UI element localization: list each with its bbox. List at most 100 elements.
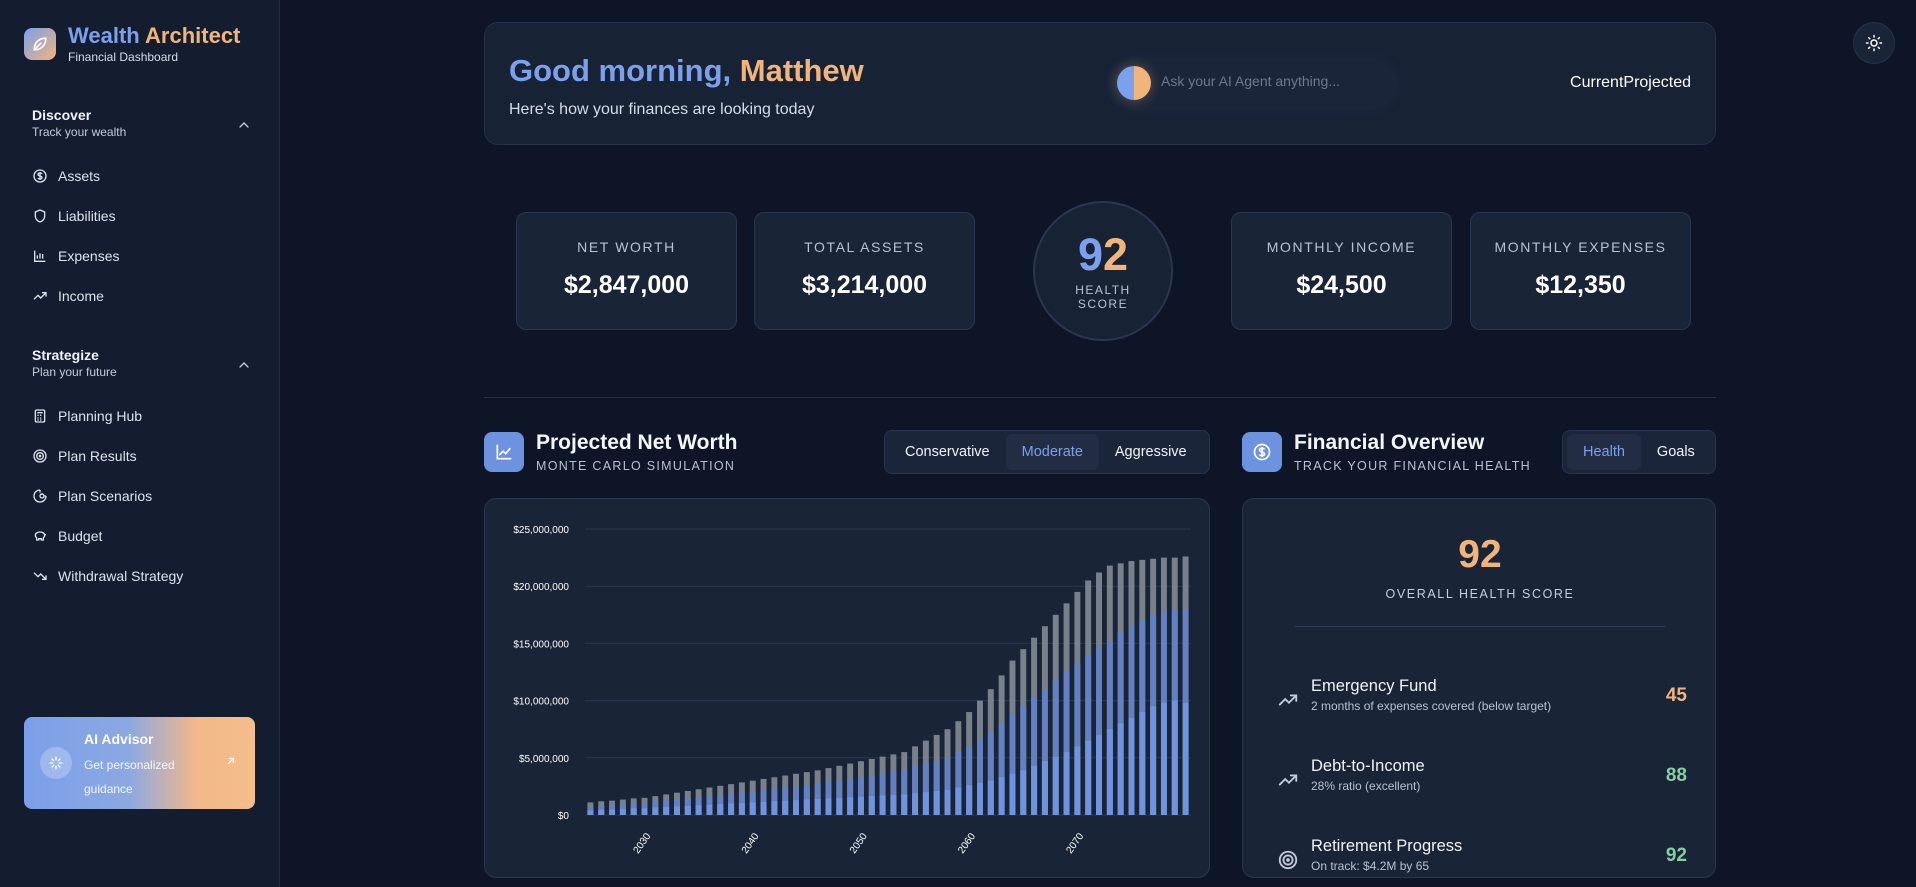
trend-down-icon bbox=[33, 572, 47, 580]
metric-retirement-progress[interactable]: Retirement Progress On track: $4.2M by 6… bbox=[1277, 837, 1687, 887]
sidebar-item-withdrawal-strategy[interactable]: Withdrawal Strategy bbox=[32, 561, 252, 591]
y-tick-label: $15,000,000 bbox=[513, 639, 569, 650]
arrow-up-right-icon[interactable] bbox=[225, 755, 237, 767]
bar-base bbox=[738, 802, 745, 815]
scenario-conservative-button[interactable]: Conservative bbox=[905, 444, 990, 460]
metric-debt-to-income[interactable]: Debt-to-Income 28% ratio (excellent) 88 bbox=[1277, 757, 1687, 807]
bar-median bbox=[868, 775, 875, 815]
bar-median bbox=[1074, 663, 1081, 815]
view-mode-toggle[interactable]: Current Projected bbox=[1570, 74, 1691, 92]
chevron-up-icon[interactable] bbox=[236, 357, 252, 373]
view-projected-option[interactable]: Projected bbox=[1623, 74, 1691, 91]
bar-base bbox=[771, 801, 778, 815]
bar-base bbox=[1063, 752, 1070, 815]
bar-base bbox=[868, 796, 875, 815]
sidebar-item-label: Planning Hub bbox=[58, 408, 143, 424]
brand[interactable]: Wealth Architect Financial Dashboard bbox=[24, 24, 240, 64]
metric-emergency-fund[interactable]: Emergency Fund 2 months of expenses cove… bbox=[1277, 677, 1687, 727]
overview-title: Financial Overview bbox=[1294, 431, 1485, 454]
bar-base bbox=[630, 808, 637, 815]
ai-agent-input[interactable] bbox=[1161, 73, 1381, 89]
bar-median bbox=[922, 763, 929, 815]
stat-card-monthly-income[interactable]: Monthly Income $24,500 bbox=[1231, 212, 1452, 330]
bar-base bbox=[717, 804, 724, 815]
chevron-up-icon[interactable] bbox=[236, 117, 252, 133]
sidebar-item-income[interactable]: Income bbox=[32, 281, 252, 311]
section-discover[interactable]: Discover Track your wealth bbox=[32, 107, 252, 139]
bar-median bbox=[879, 773, 886, 815]
bar-base bbox=[1020, 770, 1027, 815]
scenario-moderate-button[interactable]: Moderate bbox=[1005, 434, 1099, 470]
target-icon bbox=[1278, 850, 1298, 870]
health-score-badge[interactable]: 92 HEALTH SCORE bbox=[1033, 201, 1173, 341]
brand-subtitle: Financial Dashboard bbox=[68, 50, 179, 64]
tab-goals[interactable]: Goals bbox=[1656, 444, 1695, 460]
bar-median bbox=[944, 757, 951, 815]
ai-advisor-card[interactable]: AI Advisor Get personalized guidance bbox=[24, 717, 255, 809]
piggy-bank-icon bbox=[34, 531, 46, 541]
bar-base bbox=[609, 809, 616, 815]
sidebar-item-label: Withdrawal Strategy bbox=[58, 568, 184, 584]
bar-base bbox=[847, 797, 854, 815]
bar-base bbox=[879, 795, 886, 815]
bar-base bbox=[1085, 740, 1092, 815]
sidebar-item-label: Plan Scenarios bbox=[58, 488, 153, 504]
bar-base bbox=[857, 796, 864, 815]
bar-base bbox=[782, 800, 789, 815]
sidebar-item-planning-hub[interactable]: Planning Hub bbox=[32, 401, 252, 431]
bar-base bbox=[966, 785, 973, 815]
greeting-part-1: Good morning, bbox=[509, 53, 732, 88]
sidebar-item-liabilities[interactable]: Liabilities bbox=[32, 201, 252, 231]
target-icon bbox=[33, 449, 47, 463]
sidebar-item-assets[interactable]: Assets bbox=[32, 161, 252, 191]
bar-median bbox=[987, 732, 994, 815]
ai-orb-icon[interactable] bbox=[1117, 66, 1151, 100]
tab-health[interactable]: Health bbox=[1567, 434, 1641, 470]
health-score-digit-2: 2 bbox=[1103, 229, 1129, 280]
bar-base bbox=[695, 805, 702, 815]
x-tick-label: 2050 bbox=[848, 831, 870, 856]
bar-base bbox=[706, 804, 713, 815]
bar-base bbox=[674, 806, 680, 815]
bar-base bbox=[652, 807, 659, 815]
theme-toggle-button[interactable] bbox=[1853, 22, 1895, 64]
metric-title: Emergency Fund bbox=[1311, 677, 1437, 695]
ai-agent-search[interactable] bbox=[1113, 61, 1393, 107]
sidebar-item-budget[interactable]: Budget bbox=[32, 521, 252, 551]
stat-card-total-assets[interactable]: Total Assets $3,214,000 bbox=[754, 212, 975, 330]
y-tick-label: $5,000,000 bbox=[519, 754, 569, 765]
bar-median bbox=[890, 771, 897, 815]
bar-base bbox=[977, 782, 983, 815]
stat-label: Monthly Expenses bbox=[1494, 239, 1667, 255]
bar-median bbox=[998, 723, 1005, 815]
bar-base bbox=[598, 809, 605, 815]
overview-subtitle: Track your financial health bbox=[1294, 459, 1531, 473]
bar-base bbox=[1182, 702, 1189, 815]
metric-description: On track: $4.2M by 65 bbox=[1311, 859, 1430, 873]
bar-base bbox=[684, 805, 691, 815]
bar-base bbox=[912, 793, 919, 815]
metric-description: 28% ratio (excellent) bbox=[1311, 779, 1421, 793]
bar-base bbox=[1096, 734, 1102, 815]
stat-card-net-worth[interactable]: Net Worth $2,847,000 bbox=[516, 212, 737, 330]
sidebar-item-plan-scenarios[interactable]: Plan Scenarios bbox=[32, 481, 252, 511]
bar-median bbox=[1020, 706, 1027, 815]
shield-icon bbox=[34, 209, 46, 223]
section-strategize[interactable]: Strategize Plan your future bbox=[32, 347, 252, 379]
x-tick-label: 2040 bbox=[740, 831, 762, 856]
scenario-aggressive-button[interactable]: Aggressive bbox=[1114, 444, 1187, 460]
metric-description: 2 months of expenses covered (below targ… bbox=[1311, 699, 1552, 713]
bar-base bbox=[901, 794, 908, 815]
stat-label: Total Assets bbox=[804, 239, 925, 255]
bar-base bbox=[728, 803, 735, 815]
bar-base bbox=[641, 808, 648, 815]
view-current-option[interactable]: Current bbox=[1570, 74, 1624, 91]
stat-value: $24,500 bbox=[1296, 271, 1387, 299]
sidebar-item-expenses[interactable]: Expenses bbox=[32, 241, 252, 271]
bar-base bbox=[1031, 765, 1038, 815]
sidebar-item-plan-results[interactable]: Plan Results bbox=[32, 441, 252, 471]
bar-median bbox=[1096, 647, 1102, 815]
stat-card-monthly-expenses[interactable]: Monthly Expenses $12,350 bbox=[1470, 212, 1691, 330]
bar-base bbox=[933, 790, 940, 815]
bar-base bbox=[836, 797, 843, 815]
